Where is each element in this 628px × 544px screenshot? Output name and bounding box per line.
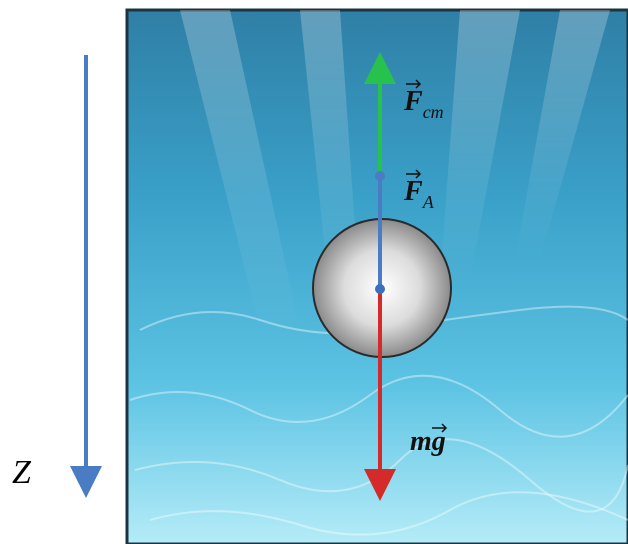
symbol: F — [403, 176, 423, 207]
center-point — [375, 284, 385, 294]
gravity-force-label: mg — [410, 424, 446, 457]
symbol: F — [403, 86, 423, 117]
z-axis-label: Z — [12, 454, 32, 491]
symbol: g — [431, 426, 446, 457]
arrow-joint — [375, 171, 385, 181]
subscript: A — [422, 192, 435, 212]
prefix: m — [410, 426, 432, 457]
force-symbol: mg — [410, 426, 446, 457]
subscript: cm — [423, 102, 444, 122]
diagram: Z Fcm FA mg — [0, 0, 628, 544]
